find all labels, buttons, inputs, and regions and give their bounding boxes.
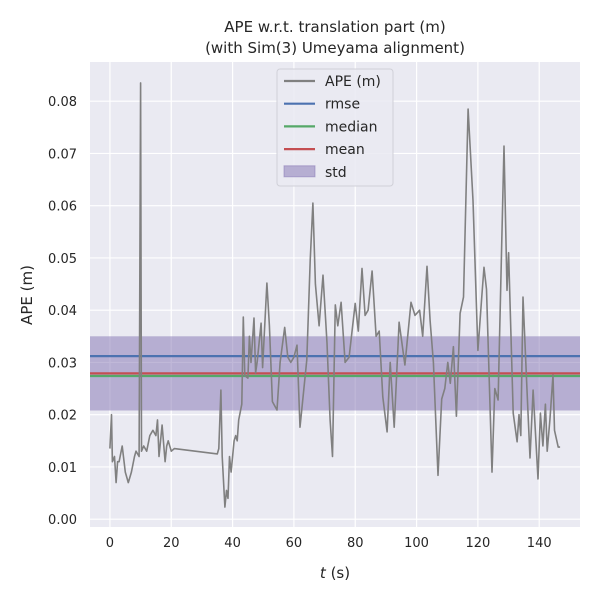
y-tick-label: 0.00 xyxy=(48,513,77,528)
x-tick-label: 40 xyxy=(224,536,241,551)
legend-label: rmse xyxy=(325,97,360,113)
legend-label: APE (m) xyxy=(325,74,381,90)
y-tick-label: 0.04 xyxy=(48,304,77,319)
x-tick-label: 140 xyxy=(527,536,552,551)
legend: APE (m) rmse median mean std xyxy=(276,68,394,187)
y-tick-labels: 0.00 0.01 0.02 0.03 0.04 0.05 0.06 0.07 0.08 xyxy=(48,95,77,528)
y-tick-label: 0.07 xyxy=(48,147,77,162)
legend-label: median xyxy=(325,119,377,135)
y-axis-label: APE (m) xyxy=(18,265,36,325)
legend-label: mean xyxy=(325,142,365,158)
y-tick-label: 0.08 xyxy=(48,95,77,110)
x-axis-label-var: t xyxy=(320,564,327,582)
y-tick-label: 0.02 xyxy=(48,409,77,424)
x-axis-label: t (s) xyxy=(320,564,350,582)
y-tick-label: 0.05 xyxy=(48,252,77,267)
x-tick-label: 80 xyxy=(347,536,364,551)
y-tick-label: 0.03 xyxy=(48,356,77,371)
chart-title: APE w.r.t. translation part (m) xyxy=(224,18,445,36)
chart-subtitle: (with Sim(3) Umeyama alignment) xyxy=(205,39,465,57)
x-tick-label: 100 xyxy=(404,536,429,551)
legend-box xyxy=(276,68,394,187)
legend-swatch-std xyxy=(283,165,316,178)
legend-label: std xyxy=(325,165,347,181)
x-tick-label: 60 xyxy=(286,536,303,551)
ape-series-line xyxy=(109,82,561,508)
x-axis-label-unit: (s) xyxy=(326,564,350,582)
x-tick-label: 0 xyxy=(106,536,114,551)
y-tick-label: 0.06 xyxy=(48,200,77,215)
x-tick-label: 20 xyxy=(163,536,180,551)
x-tick-label: 120 xyxy=(465,536,490,551)
x-tick-labels: 0 20 40 60 80 100 120 140 xyxy=(106,536,552,551)
grid xyxy=(90,62,580,527)
y-tick-label: 0.01 xyxy=(48,461,77,476)
